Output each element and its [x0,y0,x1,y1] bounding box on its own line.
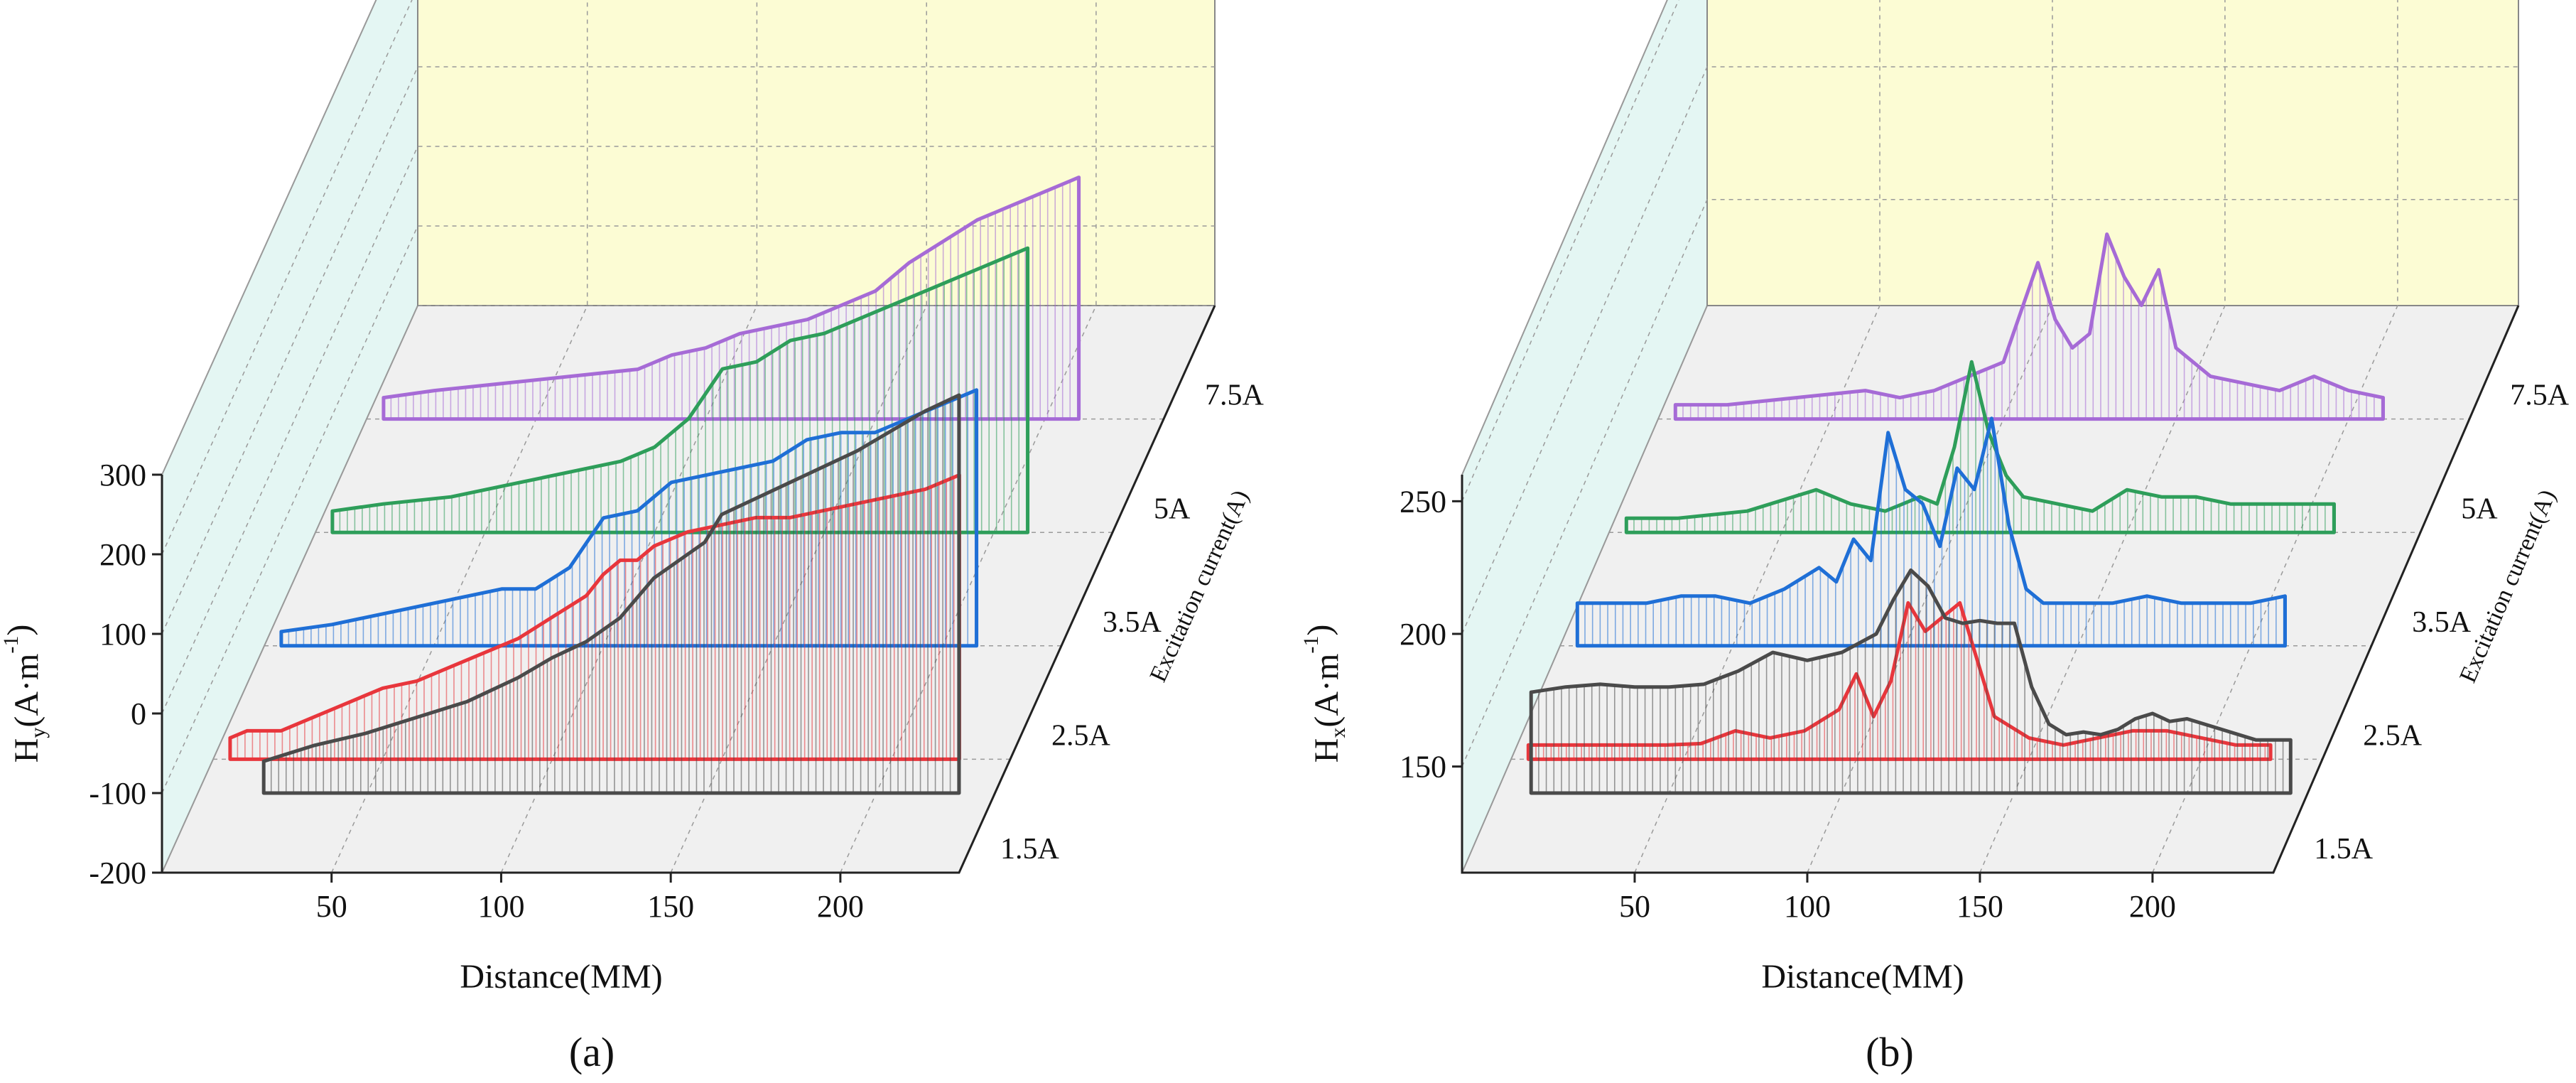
y-gridline [1461,66,2518,635]
series-3.5A-line [1575,416,2287,648]
y-axis-title-ylabel: H [1308,738,1346,763]
y-tick-label: 200 [99,537,146,572]
series-7.5A: 7.5A [1673,232,2570,421]
series-7.5A-droplines [383,178,1078,419]
series-5A: 5A [1624,360,2498,534]
x-tick-label: 100 [477,889,524,924]
series-2.5A-droplines [229,477,955,760]
series-5A-line [330,246,1030,534]
panel-b: 150 200 250 50 100 150 200 7.5A 5A 3.5A 2.5A 1.5A Di… [1299,0,2570,1075]
x-tick-label: 200 [2129,889,2176,924]
back-wall [1706,0,2519,306]
series-7.5A-droplines [1674,237,2383,419]
y-axis-title-ylabel_sub: x [1326,728,1350,738]
back-wall [417,0,1216,306]
y-tick-label: 200 [1400,617,1446,652]
panel-a: -200 -100 0 100 200 300 50 100 150 200 7.5A 5A 3.5A 2… [0,0,1265,1075]
series-2.5A-droplines [1527,603,2266,760]
category-label-3.5A: 3.5A [2412,606,2472,639]
category-label-3.5A: 3.5A [1103,606,1162,639]
x-gridline [1979,0,2226,873]
x-axis-title: Distance(MM) [460,958,662,996]
y-tick-label: 0 [131,696,146,731]
y-gridline [161,146,1215,714]
x-gridline [840,0,1097,873]
y-gridline [1461,0,1679,502]
series-5A-line [1624,360,2336,534]
series-1.5A-line [1529,568,2293,795]
gridlines [161,0,1215,873]
y-tick-label: 300 [99,458,146,492]
x-axis-title: Distance(MM) [1761,958,1964,996]
y-tick-label: 250 [1400,484,1446,519]
caption-b: (b) [1866,1029,1914,1075]
category-label-2.5A: 2.5A [1051,720,1111,753]
series-1.5A-droplines [263,395,958,793]
x-tick-labels: 50 100 150 200 [1619,873,2176,924]
series-group: 7.5A 5A 3.5A 2.5A 1.5A [228,176,1265,866]
y-gridline [161,0,377,475]
category-label-2.5A: 2.5A [2363,720,2423,753]
y-tick-labels: -200 -100 0 100 200 300 [89,458,162,890]
x-tick-label: 50 [1619,889,1650,924]
category-label-7.5A: 7.5A [2510,379,2570,412]
y-tick-label: 150 [1400,750,1446,785]
series-1.5A-droplines [1530,570,2292,793]
axis-frame [1461,305,2520,874]
y-tick-label: -200 [89,856,146,890]
x-tick-label: 100 [1784,889,1831,924]
y-axis-title-ylabel_sub: y [26,728,50,738]
y-axis-title-ylabel_close: ) [1301,625,1338,636]
x-tick-label: 150 [647,889,694,924]
series-7.5A: 7.5A [381,176,1265,421]
y-axis-title: Hy(A·m-1) [0,625,50,763]
y-axis-title-ylabel_unit: (A·m [8,654,45,728]
series-1.5A-line [261,393,961,795]
x-tick-label: 50 [316,889,347,924]
x-gridline [1634,0,1880,873]
series-7.5A-line [1673,232,2385,421]
category-label-5A: 5A [1154,492,1191,525]
x-gridline [500,0,758,873]
y-axis-title-ylabel_close: ) [1,625,38,636]
y-gridline [161,66,1215,635]
series-3.5A-droplines [1576,435,2285,646]
category-label-1.5A: 1.5A [2314,833,2374,866]
y-tick-labels: 150 200 250 [1400,484,1462,785]
series-1.5A: 1.5A [261,393,1060,866]
y-gridline [1461,198,2518,767]
x-tick-labels: 50 100 150 200 [316,873,864,924]
y-axis-title-ylabel: H [8,738,45,763]
series-1.5A: 1.5A [1529,568,2374,866]
series-group: 7.5A 5A 3.5A 2.5A 1.5A [1526,232,2570,866]
category-label-5A: 5A [2461,492,2498,525]
y-axis-title-ylabel_unit: (A·m [1308,654,1346,728]
category-label-1.5A: 1.5A [1000,833,1060,866]
series-7.5A-line [381,176,1081,421]
y-axis-title-ylabel_sup: -1 [0,636,23,654]
y-axis-title: Hx(A·m-1) [1299,625,1350,763]
series-2.5A: 2.5A [228,473,1111,761]
y-tick-label: 100 [99,617,146,652]
y-gridline [161,0,413,555]
x-gridline [2152,0,2398,873]
x-tick-label: 200 [817,889,864,924]
y-axis-title-ylabel_sup: -1 [1299,636,1323,654]
caption-a: (a) [569,1029,615,1075]
x-tick-label: 150 [1957,889,2003,924]
category-label-7.5A: 7.5A [1205,379,1265,412]
y-gridline [161,225,1215,794]
y-tick-label: -100 [89,776,146,811]
y-gridline [161,305,1215,873]
series-3.5A: 3.5A [1575,416,2472,648]
series-2.5A-line [228,473,961,761]
axis-frame [161,305,1216,874]
